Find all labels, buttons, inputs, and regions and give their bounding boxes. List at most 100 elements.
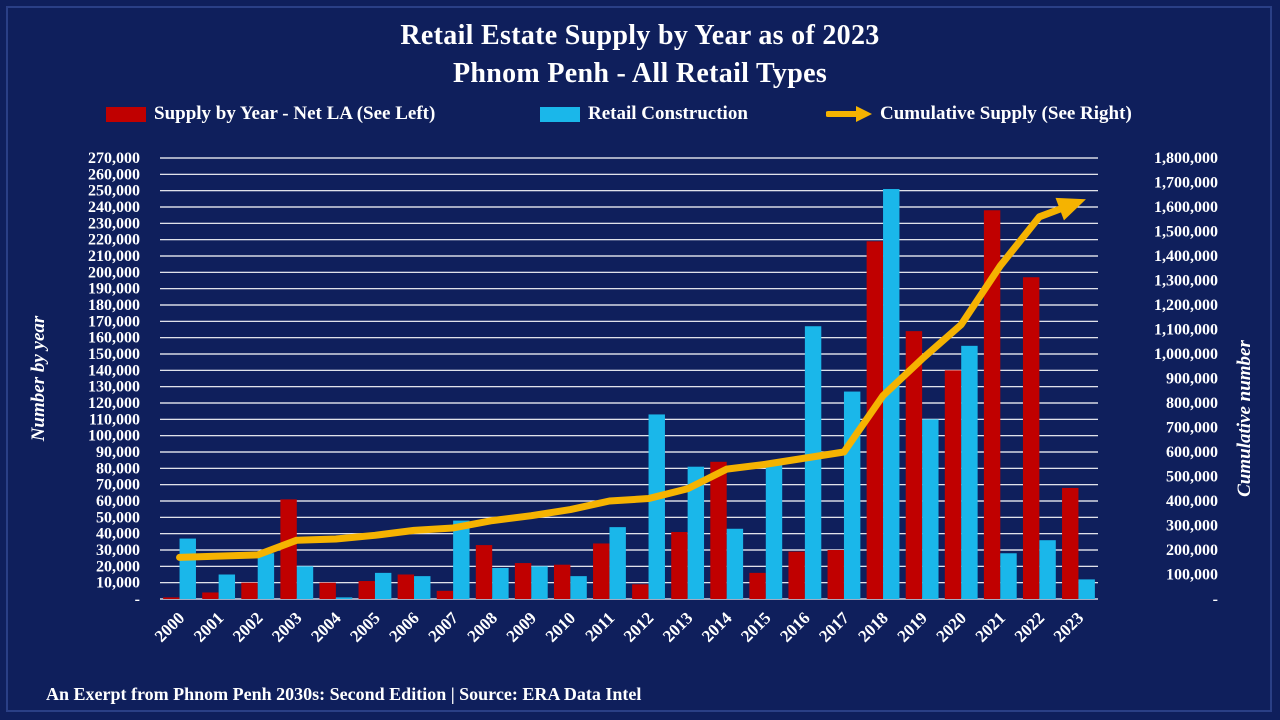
bar-supply-2023 <box>1062 487 1079 599</box>
x-tick-label: 2001 <box>190 608 227 645</box>
left-tick-label: 120,000 <box>88 395 140 412</box>
bar-construction-2010 <box>570 576 587 599</box>
right-tick-label: 200,000 <box>1166 542 1218 559</box>
right-tick-label: 1,300,000 <box>1154 273 1218 290</box>
x-tick-label: 2019 <box>893 608 930 645</box>
bar-supply-2014 <box>710 461 727 599</box>
left-tick-label: 130,000 <box>88 379 140 396</box>
left-tick-label: 160,000 <box>88 330 140 347</box>
x-tick-label: 2020 <box>933 608 970 645</box>
line-cumulative <box>176 204 1067 561</box>
right-tick-label: 900,000 <box>1166 371 1218 388</box>
left-tick-label: 50,000 <box>96 509 140 526</box>
bar-supply-2021 <box>983 210 1001 599</box>
right-axis-title: Cumulative number <box>1234 340 1255 497</box>
bar-supply-2008 <box>475 545 493 599</box>
x-tick-label: 2003 <box>268 608 305 645</box>
left-tick-label: 150,000 <box>88 346 140 363</box>
bar-supply-2005 <box>358 581 375 599</box>
left-tick-label: 270,000 <box>88 150 140 167</box>
x-tick-label: 2010 <box>542 608 579 645</box>
bar-supply-2002 <box>241 582 258 599</box>
left-axis-title: Number by year <box>28 315 49 442</box>
chart-subtitle: Phnom Penh - All Retail Types <box>452 58 828 89</box>
left-tick-label: 190,000 <box>88 281 140 298</box>
bar-construction-2023 <box>1078 579 1095 599</box>
bar-supply-2019 <box>905 331 923 599</box>
x-tick-label: 2008 <box>464 608 501 645</box>
bar-supply-2012 <box>632 584 649 599</box>
bar-construction-2007 <box>453 520 470 599</box>
bar-supply-2011 <box>593 543 610 599</box>
x-tick-label: 2005 <box>346 608 383 645</box>
right-tick-label: 800,000 <box>1166 395 1218 412</box>
chart-title: Retail Estate Supply by Year as of 2023 <box>400 20 880 51</box>
line-cumulative-arrowhead <box>1055 197 1086 221</box>
x-tick-label: 2022 <box>1011 608 1048 645</box>
right-tick-label: 400,000 <box>1166 493 1218 510</box>
left-tick-label: 260,000 <box>88 166 140 183</box>
bar-construction-2009 <box>531 566 548 599</box>
right-tick-label: 1,200,000 <box>1154 297 1218 314</box>
bar-supply-2018 <box>866 241 884 600</box>
legend-item-cumulative: Cumulative Supply (See Right) <box>826 101 1132 127</box>
bar-construction-2017 <box>843 391 861 599</box>
bar-construction-2012 <box>648 414 665 599</box>
right-tick-label: 500,000 <box>1166 469 1218 486</box>
bar-construction-2015 <box>765 461 783 599</box>
bar-supply-2007 <box>436 590 454 599</box>
bar-supply-2015 <box>749 572 766 599</box>
left-tick-label: 250,000 <box>88 183 140 200</box>
left-tick-label: 220,000 <box>88 232 140 249</box>
left-tick-label: 30,000 <box>96 542 140 559</box>
left-tick-label: 210,000 <box>88 248 140 265</box>
x-tick-label: 2023 <box>1050 608 1087 645</box>
bar-construction-2008 <box>492 567 509 599</box>
x-tick-label: 2002 <box>229 608 266 645</box>
bar-supply-2013 <box>671 532 688 599</box>
left-tick-label: 70,000 <box>96 477 140 494</box>
bar-construction-2022 <box>1039 540 1056 599</box>
legend-arrow-icon <box>826 106 872 122</box>
bar-construction-2011 <box>609 527 626 599</box>
x-tick-label: 2013 <box>659 608 696 645</box>
bar-construction-2021 <box>1000 553 1017 599</box>
left-tick-label: 230,000 <box>88 215 140 232</box>
right-tick-label: 1,500,000 <box>1154 224 1218 241</box>
left-tick-label: 40,000 <box>96 526 140 543</box>
bar-construction-2001 <box>218 574 236 599</box>
right-tick-label: 1,700,000 <box>1154 175 1218 192</box>
bar-construction-2014 <box>726 528 744 599</box>
left-tick-label: 100,000 <box>88 428 140 445</box>
x-tick-label: 2004 <box>307 608 345 646</box>
bar-supply-2022 <box>1022 277 1040 599</box>
x-tick-label: 2017 <box>815 608 853 646</box>
bar-construction-2013 <box>687 466 705 599</box>
left-tick-label: 20,000 <box>96 558 140 575</box>
bar-construction-2002 <box>257 553 275 599</box>
legend-label-cumulative: Cumulative Supply (See Right) <box>880 103 1132 124</box>
right-tick-label: 1,600,000 <box>1154 199 1218 216</box>
bar-construction-2019 <box>922 419 939 599</box>
bar-construction-2003 <box>296 566 314 599</box>
legend-item-supply: Supply by Year - Net LA (See Left) <box>106 101 435 127</box>
x-tick-label: 2018 <box>854 608 891 645</box>
x-tick-label: 2006 <box>385 608 422 645</box>
left-tick-label: 80,000 <box>96 460 140 477</box>
legend-item-construction: Retail Construction <box>540 101 748 127</box>
right-tick-label: 700,000 <box>1166 420 1218 437</box>
left-tick-label: 140,000 <box>88 362 140 379</box>
x-tick-label: 2011 <box>581 608 618 645</box>
left-tick-label: 180,000 <box>88 297 140 314</box>
x-tick-label: 2015 <box>737 608 774 645</box>
left-tick-label: - <box>135 591 140 608</box>
x-tick-label: 2000 <box>151 608 188 645</box>
bar-supply-2003 <box>280 499 297 599</box>
x-tick-label: 2007 <box>424 608 462 646</box>
bar-construction-2006 <box>414 576 431 599</box>
legend-label-supply: Supply by Year - Net LA (See Left) <box>154 103 436 124</box>
right-tick-label: 1,100,000 <box>1154 322 1218 339</box>
bar-construction-2018 <box>883 189 900 600</box>
legend-swatch-construction <box>540 106 580 122</box>
